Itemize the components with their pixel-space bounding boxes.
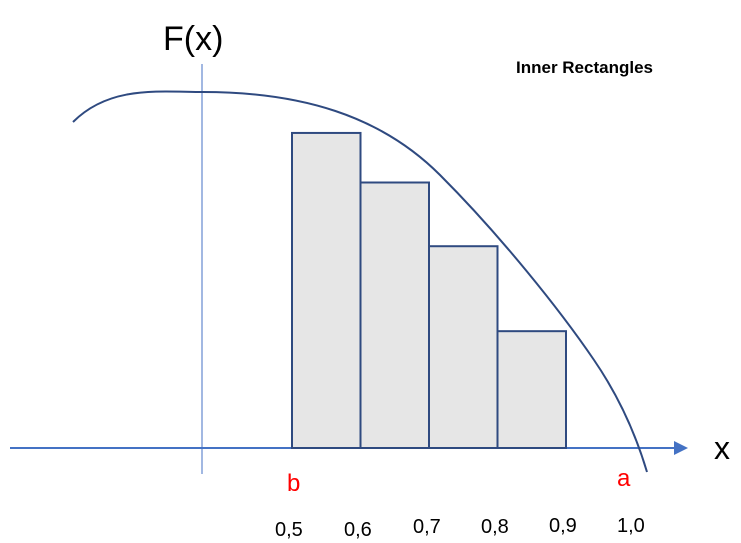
x-axis-label: x [714,430,730,466]
x-tick-labels: 0,5 0,6 0,7 0,8 0,9 1,0 [275,515,645,541]
tick-label-5: 0,9 [549,515,577,537]
upper-bound-label: a [617,465,631,492]
tick-label-2: 0,6 [344,519,372,541]
tick-label-4: 0,8 [481,516,509,538]
rectangle-4 [496,330,567,449]
tick-label-3: 0,7 [413,516,441,538]
rectangle-2 [359,181,430,449]
y-axis-label: F(x) [163,20,223,58]
rectangle-1 [291,131,362,449]
function-curve [72,90,648,473]
rectangle-3 [428,245,499,449]
inner-rectangles [291,131,567,449]
tick-label-1: 0,5 [275,519,303,541]
lower-bound-label: b [287,470,300,497]
chart-title: Inner Rectangles [516,58,653,77]
tick-label-6: 1,0 [617,515,645,537]
